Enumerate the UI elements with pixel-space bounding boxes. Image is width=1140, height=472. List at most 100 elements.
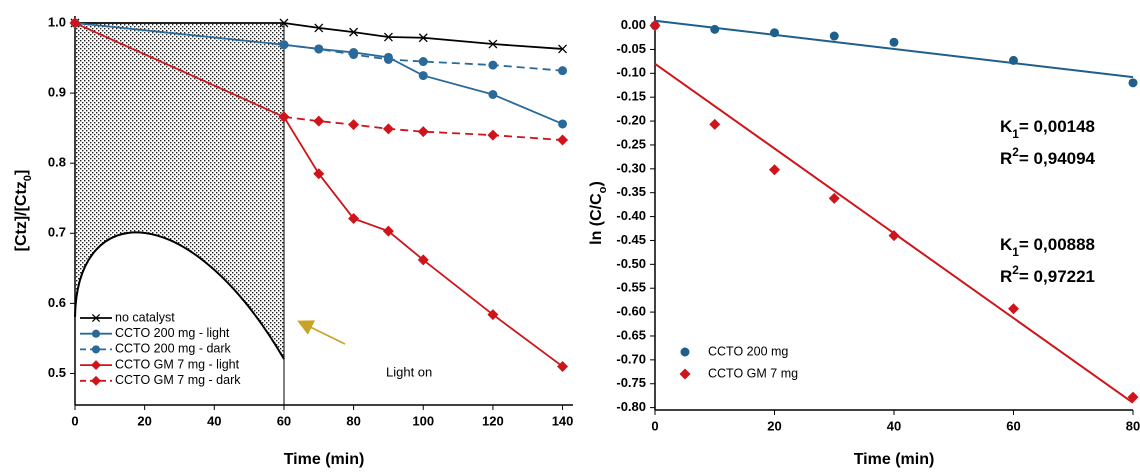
marker	[487, 129, 499, 141]
text-part: ]	[13, 170, 30, 175]
y-axis-title: ln (C/Co)	[588, 181, 609, 245]
marker	[710, 24, 720, 34]
y-tick-label: 0.00	[621, 17, 646, 32]
marker	[488, 90, 498, 100]
text-part: = 0,97221	[1019, 267, 1095, 286]
text-part: 2	[1012, 263, 1019, 277]
y-tick-label: -0.65	[616, 327, 646, 342]
y-tick-label: -0.75	[616, 375, 646, 390]
legend-label: CCTO GM 7 mg - light	[115, 357, 240, 371]
y-tick-label: 0.5	[48, 365, 66, 380]
y-tick-label: -0.30	[616, 160, 646, 175]
x-tick-label: 120	[482, 413, 504, 428]
x-tick-label: 140	[552, 413, 574, 428]
legend-marker	[679, 368, 691, 380]
text-part: K	[1000, 117, 1013, 136]
text-part: 1	[1012, 245, 1019, 259]
marker	[557, 360, 569, 372]
y-tick-label: -0.15	[616, 89, 646, 104]
marker	[418, 33, 428, 43]
fit-line	[654, 19, 1134, 79]
marker	[69, 17, 81, 29]
marker	[557, 134, 569, 146]
y-tick-label: 0.8	[48, 155, 66, 170]
annotation: K1= 0,00148	[1000, 117, 1095, 141]
x-tick-label: 0	[71, 413, 78, 428]
marker	[418, 57, 428, 67]
legend-label: CCTO 200 mg - light	[115, 326, 230, 340]
marker	[382, 225, 394, 237]
text-part: o	[597, 186, 609, 193]
y-tick-label: -0.35	[616, 184, 646, 199]
marker	[487, 309, 499, 321]
annotation: R2= 0,94094	[1000, 145, 1096, 168]
text-part: )	[588, 181, 605, 186]
legend-marker	[91, 360, 101, 371]
marker	[1128, 78, 1138, 88]
x-tick-label: 20	[137, 413, 151, 428]
marker	[888, 230, 900, 242]
marker	[348, 213, 360, 225]
x-tick-label: 80	[346, 413, 360, 428]
marker	[348, 119, 360, 131]
x-tick-label: 40	[887, 418, 901, 433]
marker	[418, 71, 428, 81]
legend-label: no catalyst	[115, 310, 175, 324]
dark-phase-region	[75, 23, 284, 359]
legend-label: CCTO GM 7 mg	[708, 366, 798, 380]
text-part: 2	[1012, 145, 1019, 159]
legend-marker	[91, 313, 101, 323]
x-tick-label: 80	[1126, 418, 1140, 433]
text-part: R	[1000, 149, 1012, 168]
legend-marker	[91, 375, 101, 386]
x-axis-title: Time (min)	[284, 451, 365, 468]
marker	[314, 44, 324, 54]
legend-marker	[680, 347, 690, 357]
marker	[558, 66, 568, 76]
text-part: K	[1000, 235, 1013, 254]
text-part: 1	[1012, 127, 1019, 141]
text-part: = 0,00888	[1019, 235, 1095, 254]
x-tick-label: 20	[767, 418, 781, 433]
y-axis-title: [Ctz]/[Ctz0]	[13, 170, 34, 252]
legend-label: CCTO GM 7 mg - dark	[115, 373, 241, 387]
legend-marker	[91, 345, 101, 354]
y-tick-label: -0.10	[616, 65, 646, 80]
x-tick-label: 40	[207, 413, 221, 428]
y-tick-label: -0.80	[616, 399, 646, 414]
marker	[279, 18, 289, 28]
legend-marker	[91, 329, 101, 338]
marker	[349, 50, 359, 60]
y-tick-label: 1.0	[48, 14, 66, 29]
text-part: [Ctz]/[Ctz	[13, 181, 30, 251]
x-axis-title: Time (min)	[854, 451, 935, 468]
marker	[313, 168, 325, 180]
marker	[558, 44, 568, 54]
y-tick-label: -0.20	[616, 113, 646, 128]
marker	[558, 119, 568, 129]
y-tick-label: -0.40	[616, 208, 646, 223]
y-tick-label: -0.60	[616, 304, 646, 319]
y-tick-label: -0.50	[616, 256, 646, 271]
marker	[769, 164, 780, 176]
marker	[488, 60, 498, 70]
marker	[828, 192, 840, 204]
y-tick-label: -0.45	[616, 232, 646, 247]
y-tick-label: -0.25	[616, 136, 646, 151]
marker	[770, 28, 779, 38]
annotation: R2= 0,97221	[1000, 263, 1095, 286]
dark-phase-curve	[74, 231, 285, 360]
marker	[1009, 55, 1018, 65]
marker	[278, 111, 290, 123]
marker	[649, 20, 661, 32]
text-part: = 0,00148	[1019, 117, 1095, 136]
marker	[383, 32, 393, 42]
text-part: 0	[22, 175, 34, 181]
marker	[488, 39, 498, 49]
text-part: ln (C/C	[588, 193, 605, 245]
y-tick-label: -0.70	[616, 351, 646, 366]
x-tick-label: 100	[412, 413, 434, 428]
y-tick-label: 0.9	[48, 85, 66, 100]
marker	[314, 23, 324, 33]
